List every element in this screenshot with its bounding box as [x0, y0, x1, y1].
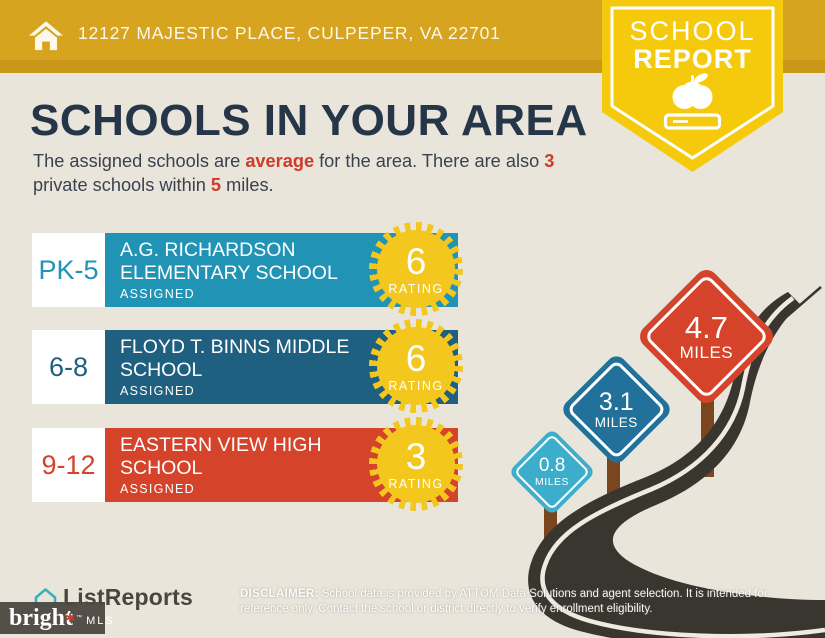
- distance-value: 3.1: [599, 387, 634, 416]
- school-name: FLOYD T. BINNS MIDDLE SCHOOL: [120, 336, 350, 381]
- rating-starburst: 3 RATING: [369, 417, 463, 511]
- subtitle-highlight-count: 3: [544, 151, 555, 171]
- page-subtitle: The assigned schools are average for the…: [33, 149, 601, 197]
- badge-ribbon: [602, 0, 783, 172]
- distance-value: 4.7: [684, 309, 729, 345]
- page-title: SCHOOLS IN YOUR AREA: [30, 96, 588, 145]
- subtitle-text: private schools within: [33, 175, 211, 196]
- badge-label-school: SCHOOL: [629, 16, 756, 46]
- distance-unit: MILES: [679, 343, 734, 363]
- mls-wordmark: MLS: [86, 615, 115, 627]
- school-report-badge: SCHOOL REPORT: [602, 0, 783, 175]
- rating-content: 3 RATING: [369, 417, 463, 511]
- school-name: A.G. RICHARDSON ELEMENTARY SCHOOL: [120, 239, 338, 284]
- distance-unit: MILES: [534, 475, 570, 488]
- badge-label-report: REPORT: [633, 44, 752, 74]
- disclaimer-text: DISCLAIMER: School data is provided by A…: [240, 587, 792, 617]
- grade-range: 6-8: [32, 330, 105, 404]
- rating-starburst: 6 RATING: [369, 222, 463, 316]
- grade-range: PK-5: [32, 233, 105, 307]
- school-status: ASSIGNED: [120, 383, 195, 398]
- bright-mls-logo: bright ✱ ™ MLS: [0, 602, 113, 634]
- subtitle-highlight-average: average: [245, 151, 315, 171]
- house-icon: [29, 21, 63, 51]
- disclaimer-body: School data is provided by ATTOM Data So…: [240, 588, 768, 615]
- property-address: 12127 MAJESTIC PLACE, CULPEPER, VA 22701: [78, 22, 501, 43]
- disclaimer-label: DISCLAIMER:: [240, 588, 319, 600]
- grade-range: 9-12: [32, 428, 105, 502]
- subtitle-text: for the area. There are also: [314, 151, 545, 171]
- subtitle-text: miles.: [221, 175, 274, 196]
- rating-label: RATING: [388, 476, 444, 491]
- rating-label: RATING: [388, 378, 444, 393]
- distance-sign-text: 0.8 MILES: [534, 455, 570, 488]
- distance-unit: MILES: [594, 414, 639, 430]
- distance-sign-text: 3.1 MILES: [594, 387, 639, 431]
- distance-value: 0.8: [538, 455, 566, 477]
- subtitle-highlight-radius: 5: [210, 175, 222, 196]
- rating-value: 3: [405, 435, 427, 477]
- rating-content: 6 RATING: [369, 319, 463, 413]
- road-center-stripe: [540, 296, 825, 638]
- rating-value: 6: [405, 240, 427, 282]
- apple-on-book-icon: [672, 73, 713, 109]
- trademark-symbol: ™: [76, 615, 83, 621]
- subtitle-text: The assigned schools are: [33, 151, 246, 171]
- bright-star-icon: ✱: [65, 611, 76, 625]
- rating-starburst: 6 RATING: [369, 319, 463, 413]
- rating-label: RATING: [388, 281, 444, 296]
- rating-value: 6: [405, 337, 427, 379]
- distance-sign-text: 4.7 MILES: [679, 309, 734, 363]
- school-status: ASSIGNED: [120, 286, 195, 301]
- school-name: EASTERN VIEW HIGH SCHOOL: [120, 434, 322, 479]
- bright-wordmark: bright: [9, 605, 74, 631]
- school-status: ASSIGNED: [120, 481, 195, 496]
- rating-content: 6 RATING: [369, 222, 463, 316]
- road-shape: [528, 292, 825, 638]
